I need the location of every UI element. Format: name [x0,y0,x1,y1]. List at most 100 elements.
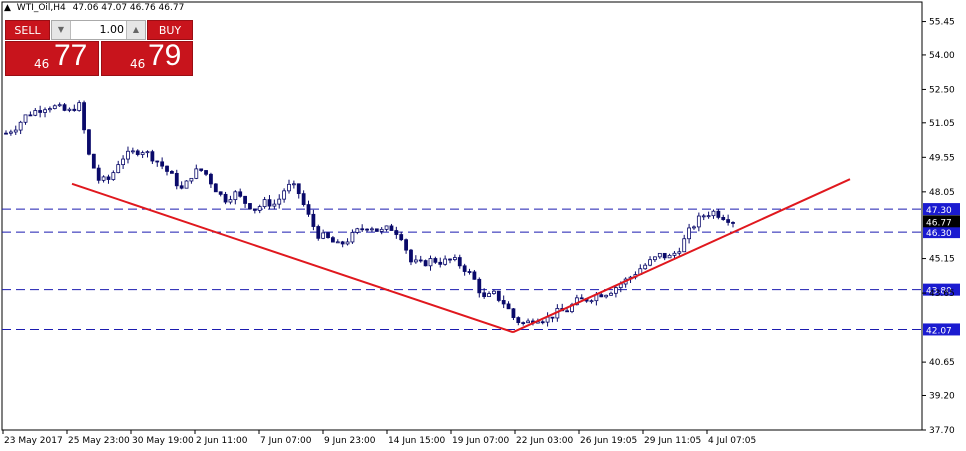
sell-button[interactable]: SELL [5,20,50,40]
candle-body [731,222,735,224]
candle-body [682,238,687,253]
candle-body [243,195,247,204]
candle-body [262,199,267,208]
candle-body [653,256,657,261]
candle-body [248,203,252,210]
candle-body [321,232,326,239]
y-tick-label: 52.50 [929,85,955,95]
candle-body [140,152,145,155]
candle-body [438,261,443,265]
candle-body [282,190,287,200]
buy-button[interactable]: BUY [147,20,193,40]
candle-body [204,170,208,175]
candle-body [101,176,106,181]
x-tick-label: 4 Jul 07:05 [708,436,756,446]
candle-body [311,213,316,227]
candle-body [199,168,204,171]
candle-body [721,217,726,220]
buy-price[interactable]: 46 79 [101,39,193,76]
x-tick-label: 19 Jun 07:00 [452,436,509,446]
candle-body [457,257,462,267]
candle-body [62,104,67,111]
candle-body [370,228,374,231]
x-tick-label: 2 Jun 11:00 [196,436,248,446]
candle-body [331,237,335,243]
candle-body [487,293,491,298]
chevron-down-icon[interactable]: ▼ [52,21,71,39]
candle-body [501,300,506,305]
candle-body [257,206,262,211]
y-tick-label: 37.70 [929,426,955,436]
candle-body [38,110,43,113]
candle-body [452,257,457,261]
sell-price[interactable]: 46 77 [5,39,99,76]
candle-body [379,228,384,232]
candle-body [252,208,257,211]
candle-body [145,151,150,154]
candle-body [613,287,618,294]
candle-body [155,160,160,163]
candle-body [4,132,8,135]
candle-body [121,158,126,166]
candle-body [326,232,330,239]
candle-body [482,292,487,298]
level-label-bg [923,203,960,216]
x-tick-label: 14 Jun 15:00 [388,436,445,446]
candle-body [726,219,731,223]
candle-body [609,292,613,296]
candle-body [477,278,482,294]
candle-body [23,114,28,123]
candle-body [194,168,199,179]
candle-body [267,199,272,207]
candle-body [209,173,213,185]
candle-body [599,294,604,298]
candles [4,100,735,327]
candle-body [345,241,350,245]
level-label: 46.30 [926,229,952,239]
candle-body [643,264,648,270]
candle-body [506,303,511,310]
candle-body [335,241,340,244]
candle-body [526,320,530,324]
candle-body [687,227,691,240]
candle-body [677,251,682,254]
candle-body [565,310,570,313]
candle-body [409,249,413,263]
candle-body [579,297,584,300]
candle-body [604,294,609,298]
x-tick-label: 7 Jun 07:00 [260,436,312,446]
candle-body [316,226,321,239]
candle-body [82,102,86,131]
candle-body [413,259,418,263]
trendline[interactable] [512,178,851,334]
candle-body [706,215,711,218]
candle-body [350,232,355,243]
candle-body [13,129,18,133]
candle-body [711,210,716,217]
candle-body [174,172,179,187]
trendline[interactable] [71,182,514,334]
chart-ohlc: 47.06 47.07 46.76 46.77 [72,3,185,13]
candle-body [287,183,291,192]
candle-body [540,321,545,324]
candle-body [160,161,165,167]
candle-body [33,110,38,116]
x-tick-label: 30 May 19:00 [132,436,194,446]
lot-size-input[interactable]: 1.00 [99,23,125,36]
collapse-arrow-icon[interactable]: ▲ [4,3,11,13]
candle-body [696,215,701,228]
candle-body [423,260,428,267]
candle-body [296,183,301,195]
plot-frame [1,1,923,431]
candle-body [384,225,389,230]
candle-body [18,121,23,131]
sell-price-big: 77 [54,39,88,72]
level-label-bg [923,323,960,336]
chart-title: ▲ WTI_Oil,H4 47.06 47.07 46.76 46.77 [4,3,184,13]
lot-size-stepper[interactable]: ▼ 1.00 ▲ [51,20,146,40]
sell-price-small: 46 [34,57,50,71]
candle-body [111,172,116,180]
chevron-up-icon[interactable]: ▲ [126,21,145,39]
level-label: 43.80 [926,287,952,297]
